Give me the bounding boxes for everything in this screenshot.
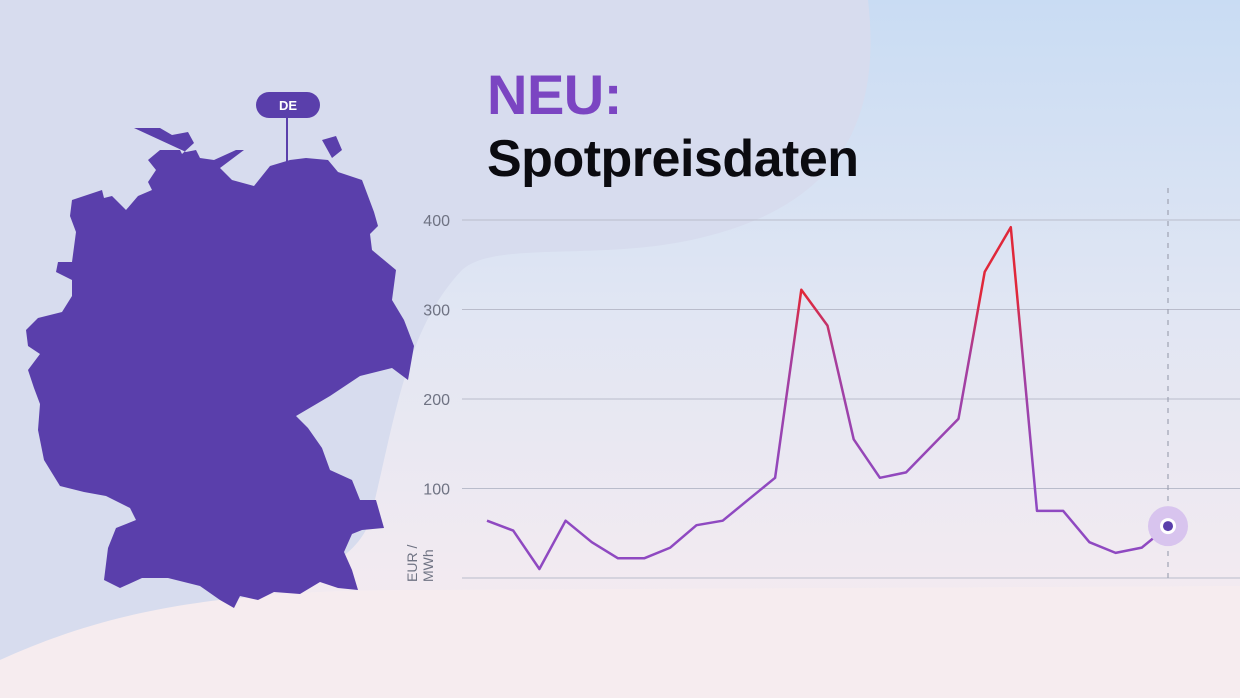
data-point-11 bbox=[774, 477, 776, 479]
data-point-22 bbox=[1062, 510, 1064, 512]
germany-outline bbox=[26, 128, 414, 608]
data-point-12 bbox=[800, 289, 802, 291]
headline: NEU: Spotpreisdaten bbox=[487, 62, 859, 190]
y-unit-line2: MWh bbox=[420, 549, 436, 582]
data-point-5 bbox=[617, 557, 619, 559]
data-point-16 bbox=[905, 471, 907, 473]
data-point-4 bbox=[591, 541, 593, 543]
y-tick-100: 100 bbox=[423, 482, 450, 499]
data-point-24 bbox=[1115, 552, 1117, 554]
data-point-17 bbox=[931, 445, 933, 447]
series-price bbox=[486, 225, 1169, 571]
data-point-8 bbox=[696, 524, 698, 526]
country-label-text: DE bbox=[278, 97, 298, 113]
data-point-18 bbox=[957, 418, 959, 420]
data-point-0 bbox=[486, 520, 488, 522]
data-point-25 bbox=[1141, 547, 1143, 549]
headline-title: Spotpreisdaten bbox=[487, 130, 859, 188]
data-point-7 bbox=[669, 547, 671, 549]
y-tick-400: 400 bbox=[423, 213, 450, 230]
data-point-3 bbox=[565, 520, 567, 522]
data-point-15 bbox=[879, 477, 881, 479]
data-point-23 bbox=[1088, 541, 1090, 543]
marker-dot bbox=[1163, 521, 1173, 532]
germany-shape-icon bbox=[26, 116, 414, 608]
y-unit-line1: EUR / bbox=[404, 545, 420, 582]
data-point-21 bbox=[1036, 510, 1038, 512]
data-point-6 bbox=[643, 557, 645, 559]
headline-new: NEU: bbox=[487, 63, 622, 126]
data-point-20 bbox=[1010, 226, 1012, 228]
data-point-10 bbox=[748, 498, 750, 500]
data-point-19 bbox=[984, 271, 986, 273]
germany-map: DE bbox=[0, 0, 430, 620]
current-price-marker bbox=[1148, 506, 1188, 547]
price-line bbox=[486, 225, 1169, 571]
bottom-band bbox=[0, 586, 1240, 698]
y-tick-300: 300 bbox=[423, 303, 450, 320]
y-unit-label: EUR / MWh bbox=[404, 541, 436, 582]
data-point-9 bbox=[722, 520, 724, 522]
grid-lines bbox=[462, 219, 1240, 489]
data-point-1 bbox=[512, 530, 514, 532]
y-tick-200: 200 bbox=[423, 392, 450, 409]
data-point-2 bbox=[538, 568, 540, 570]
y-tick-labels: 100 200 300 400 bbox=[423, 213, 450, 499]
country-label-badge: DE bbox=[256, 92, 320, 118]
data-point-14 bbox=[853, 438, 855, 440]
data-point-13 bbox=[827, 325, 829, 327]
